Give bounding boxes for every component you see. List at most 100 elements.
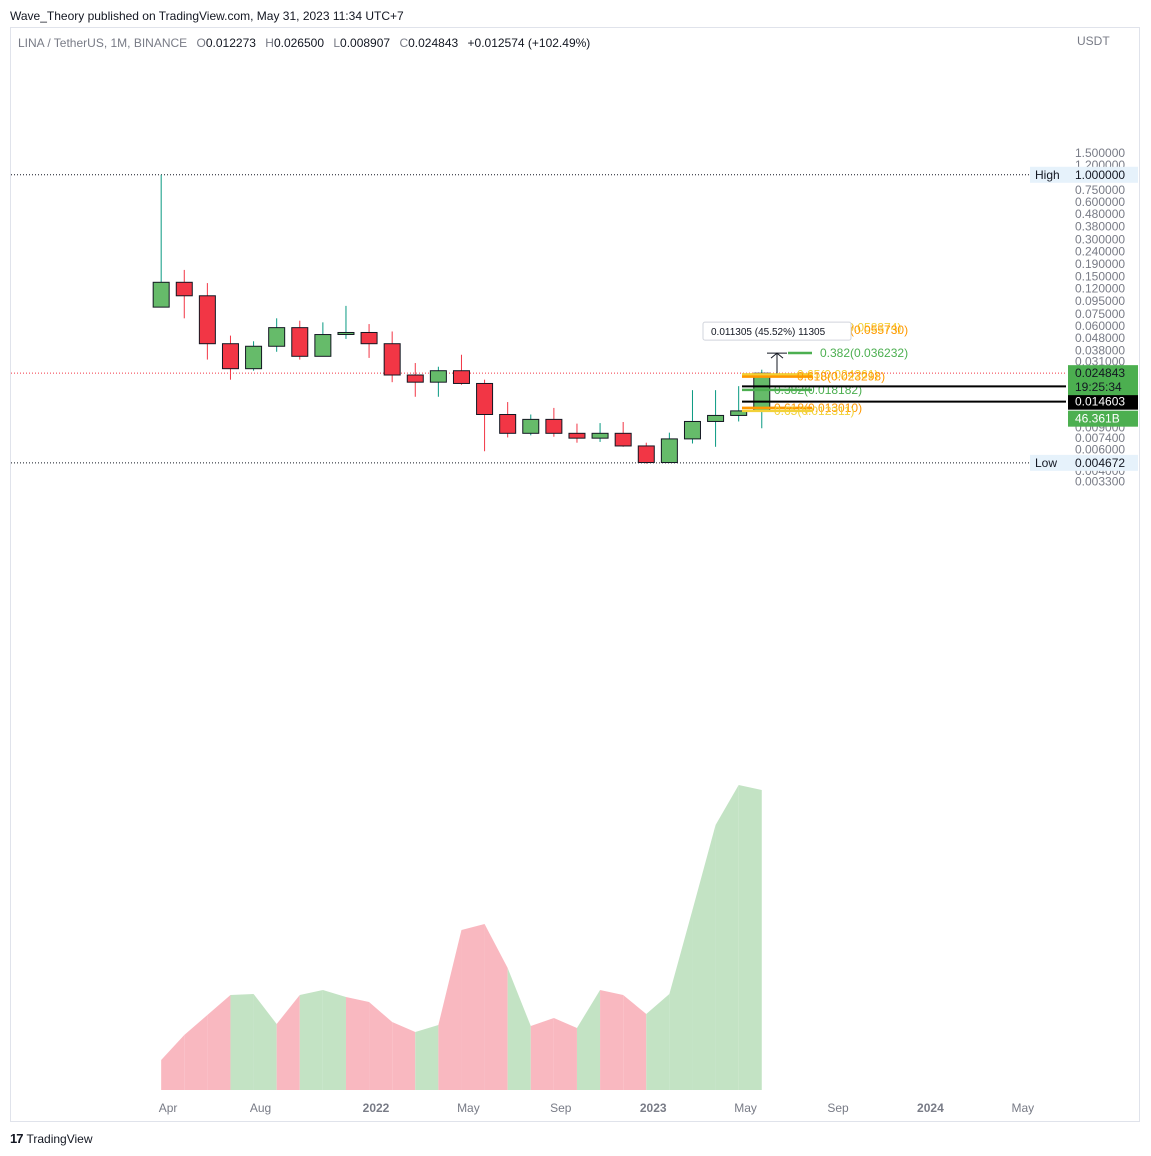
measure-label: 0.011305 (45.52%) 11305 xyxy=(711,327,826,338)
volume-segment xyxy=(692,825,716,1090)
volume-segment xyxy=(184,1015,208,1090)
fib-label: 0.382(0.036232) xyxy=(820,346,908,360)
time-tick-label: Aug xyxy=(250,1101,271,1115)
candle-body xyxy=(291,327,309,357)
candle-body xyxy=(268,327,286,347)
candle xyxy=(429,366,447,397)
fib-label: 0.618(0.023298) xyxy=(797,370,885,384)
candle-body xyxy=(337,331,355,335)
low-value: 0.008907 xyxy=(340,36,391,50)
candle-body xyxy=(476,382,494,415)
footer-brand[interactable]: TradingView xyxy=(26,1131,93,1146)
candle-body xyxy=(429,370,447,383)
close-value: 0.024843 xyxy=(408,36,459,50)
price-tick-label: 0.300000 xyxy=(1075,232,1125,246)
candle-body xyxy=(683,420,701,440)
volume-segment xyxy=(484,924,508,1090)
candle xyxy=(522,414,540,436)
time-tick-label: May xyxy=(734,1101,757,1115)
candle xyxy=(660,432,678,464)
price-tick-label: 0.075000 xyxy=(1075,307,1125,321)
candle-body xyxy=(568,432,586,439)
volume-segment xyxy=(207,995,231,1090)
candle xyxy=(591,423,609,442)
volume-segment xyxy=(669,910,693,1090)
footer: 17 TradingView xyxy=(10,1131,93,1146)
candle-body xyxy=(221,343,239,370)
chart-frame xyxy=(10,27,1140,1122)
current-price-box xyxy=(1068,365,1138,396)
candles xyxy=(152,174,771,464)
volume-segment xyxy=(507,968,531,1090)
volume-segment xyxy=(600,990,624,1090)
fib-label: 0.65(0.012311) xyxy=(774,404,855,418)
price-tick-label: 0.750000 xyxy=(1075,183,1125,197)
candle-body xyxy=(730,410,748,416)
candle-body xyxy=(175,281,193,297)
time-tick-label: May xyxy=(1011,1101,1034,1115)
candle xyxy=(614,422,632,447)
candle xyxy=(568,423,586,443)
volume-segment xyxy=(161,1035,185,1090)
hl-label-box xyxy=(1030,454,1068,471)
time-tick-label: Sep xyxy=(550,1101,572,1115)
candle xyxy=(476,379,494,452)
candle-body xyxy=(152,281,170,308)
support-price-label: 0.014603 xyxy=(1075,395,1125,409)
candle-body xyxy=(614,432,632,447)
symbol-label[interactable]: LINA / TetherUS, 1M, BINANCE xyxy=(18,36,188,50)
candle xyxy=(406,363,424,397)
candle-body xyxy=(707,414,725,422)
candle xyxy=(221,335,239,380)
price-tick-label: 0.006000 xyxy=(1075,442,1125,456)
support-price-box xyxy=(1068,393,1138,410)
candle-body xyxy=(452,370,470,384)
candle-body xyxy=(637,445,655,464)
measure-box xyxy=(702,321,852,341)
candle-body xyxy=(753,372,771,412)
candle xyxy=(268,318,286,352)
candle xyxy=(337,305,355,339)
volume-segment xyxy=(623,995,647,1090)
tradingview-logo-icon[interactable]: 17 xyxy=(10,1131,24,1146)
candle-body xyxy=(545,418,563,434)
hl-price-box xyxy=(1068,166,1138,183)
candle-body xyxy=(360,331,378,345)
volume-segment xyxy=(345,997,370,1090)
price-tick-label: 0.095000 xyxy=(1075,294,1125,308)
candle xyxy=(683,390,701,444)
volume-segment xyxy=(392,1022,416,1090)
candle xyxy=(291,320,309,360)
hl-price-label: 0.004672 xyxy=(1075,456,1125,470)
time-tick-label: 2023 xyxy=(640,1101,667,1115)
ohlc-legend: LINA / TetherUS, 1M, BINANCE O0.012273 H… xyxy=(18,36,590,50)
hl-price-box xyxy=(1068,454,1138,471)
volume-segment xyxy=(438,930,462,1090)
price-tick-label: 0.048000 xyxy=(1075,331,1125,345)
volume-segment xyxy=(738,785,762,1090)
candle xyxy=(314,322,332,357)
price-tick-label: 0.600000 xyxy=(1075,195,1125,209)
candle-body xyxy=(522,418,540,434)
countdown-label: 19:25:34 xyxy=(1075,380,1122,394)
publisher-caption: Wave_Theory published on TradingView.com… xyxy=(10,9,404,23)
price-tick-label: 0.120000 xyxy=(1075,282,1125,296)
time-tick-label: Apr xyxy=(159,1101,178,1115)
candle xyxy=(245,341,263,371)
candle-body xyxy=(591,432,609,439)
high-value: 0.026500 xyxy=(273,36,324,50)
fib-label: 0.382(0.018182) xyxy=(774,383,862,397)
candle xyxy=(452,354,470,385)
candle-body xyxy=(198,295,216,345)
candle xyxy=(730,386,748,422)
volume-segment xyxy=(530,1018,554,1090)
price-tick-label: 0.060000 xyxy=(1075,319,1125,333)
time-axis: Apr Aug 2022 May Sep 2023 May Sep 2024 May xyxy=(159,1101,1034,1115)
candle xyxy=(198,283,216,360)
volume-segment xyxy=(253,994,277,1090)
price-tick-label: 0.150000 xyxy=(1075,270,1125,284)
volume-segment xyxy=(230,994,254,1090)
candle-body xyxy=(406,374,424,383)
price-tick-label: 0.480000 xyxy=(1075,207,1125,221)
